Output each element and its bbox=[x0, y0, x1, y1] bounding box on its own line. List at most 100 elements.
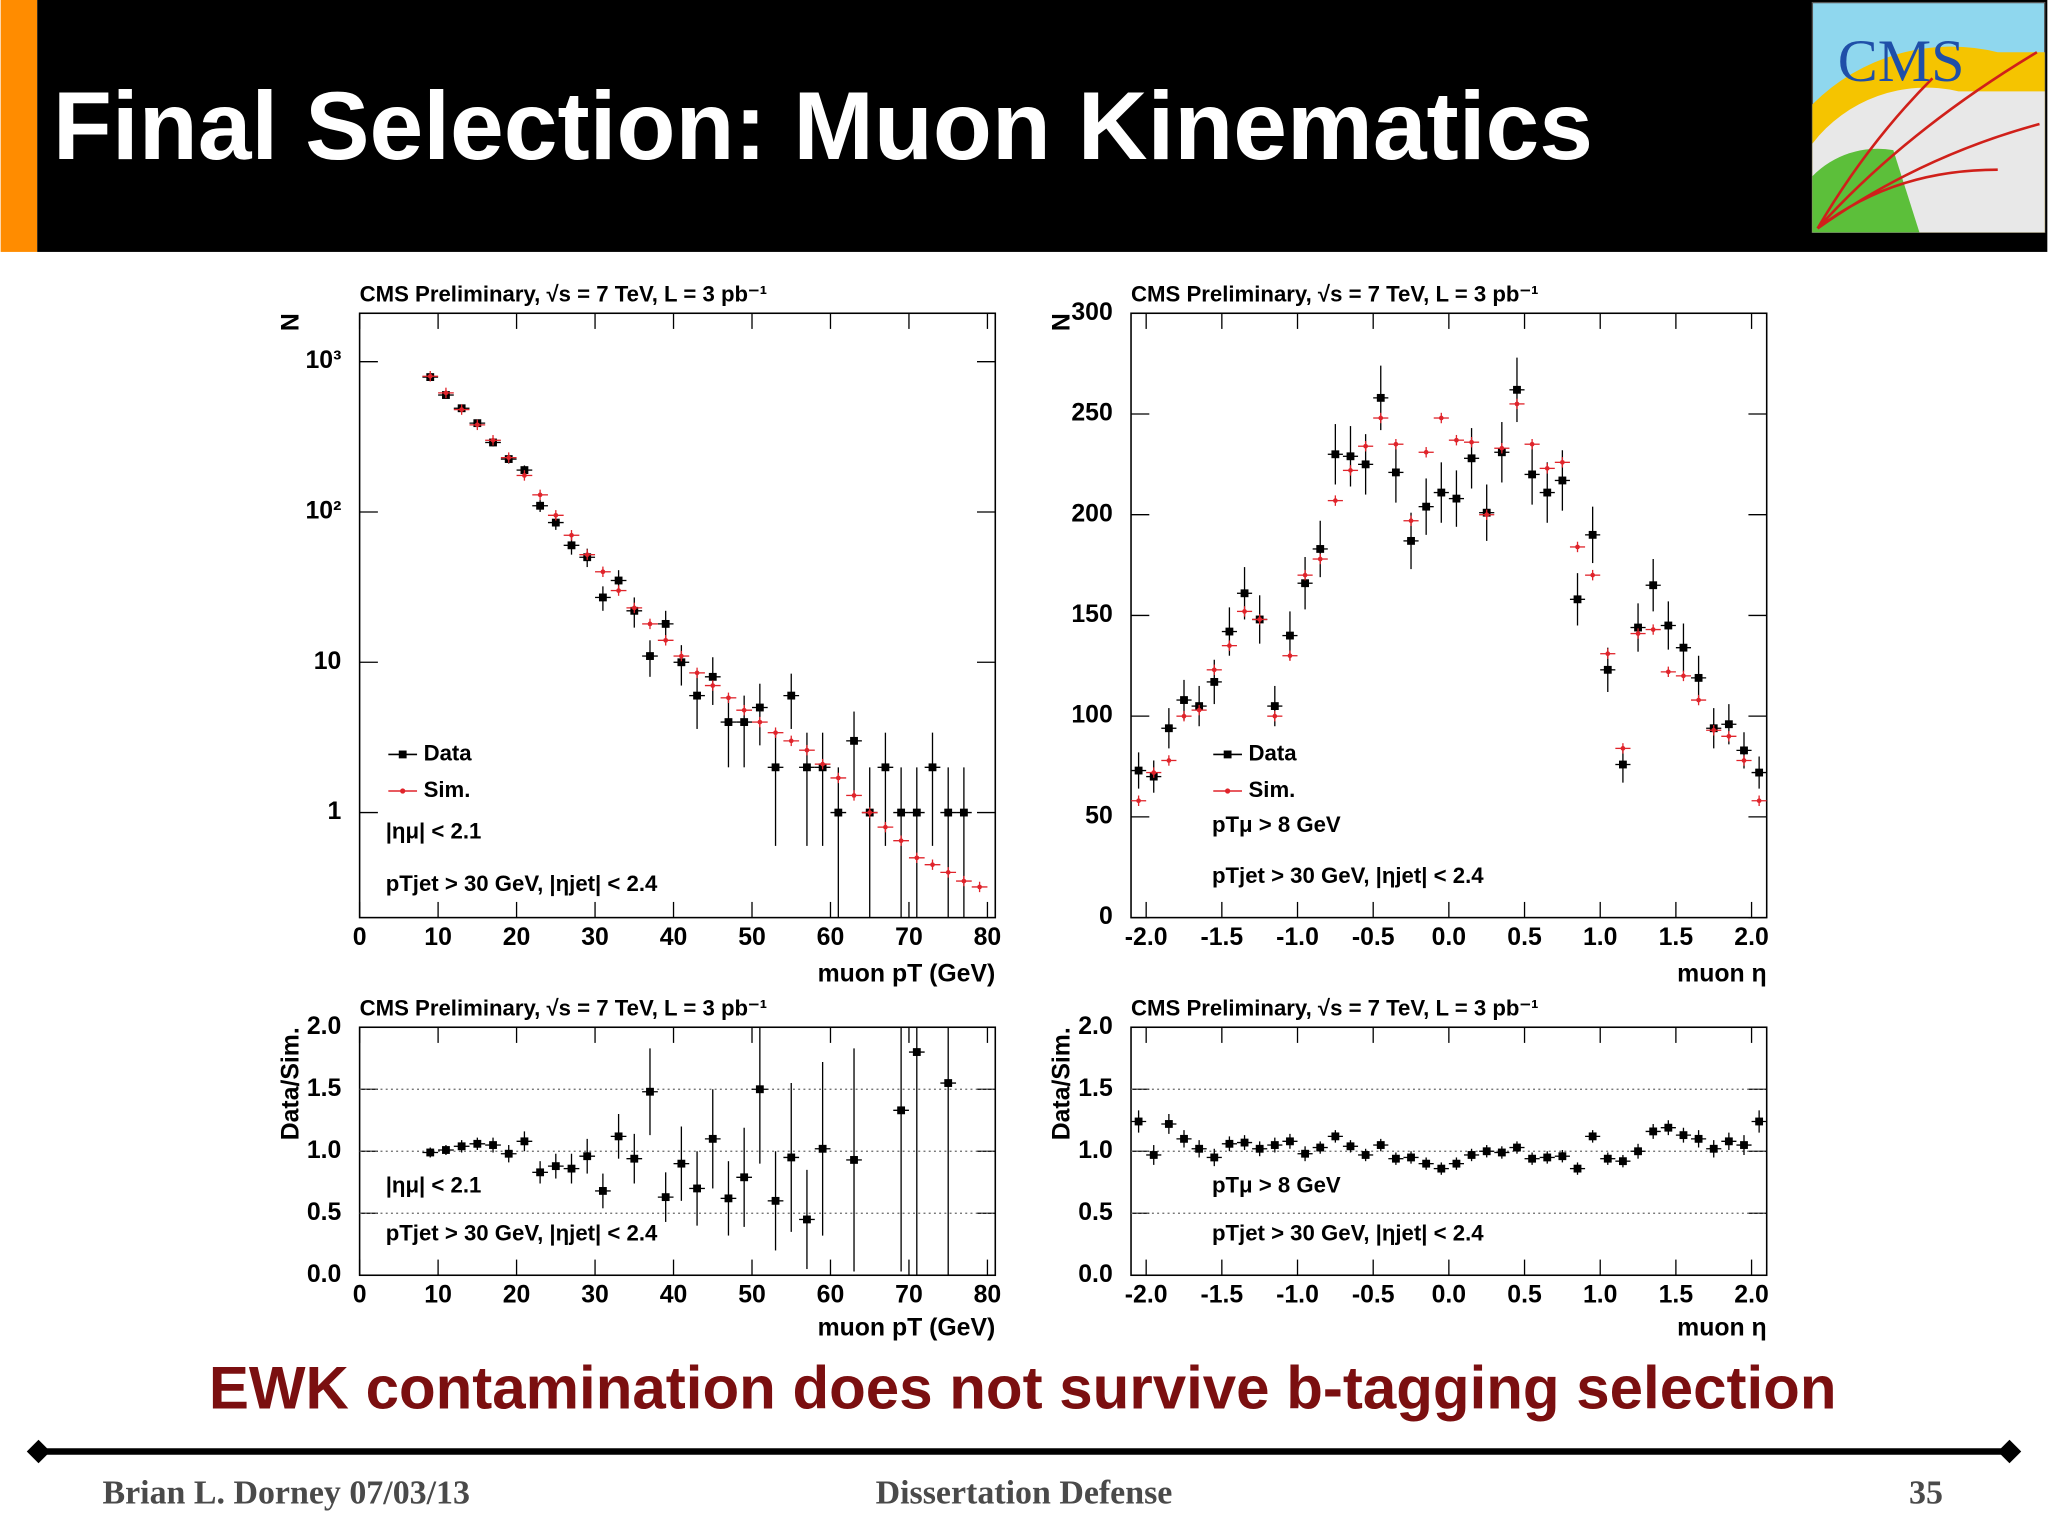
data-point bbox=[1316, 1143, 1325, 1152]
data-point bbox=[1301, 1149, 1309, 1158]
data-point bbox=[771, 763, 780, 772]
data-point bbox=[536, 501, 545, 510]
data-point bbox=[1361, 1151, 1370, 1159]
x-tick-label: 70 bbox=[895, 924, 923, 951]
sim-point bbox=[1151, 770, 1157, 775]
sim-point bbox=[1393, 441, 1399, 447]
data-point bbox=[1255, 1144, 1264, 1153]
sim-point bbox=[1665, 669, 1671, 675]
data-point bbox=[1664, 621, 1673, 630]
data-point bbox=[677, 1159, 686, 1168]
data-point bbox=[583, 1152, 592, 1161]
y-axis-label: N bbox=[1049, 313, 1076, 331]
data-point bbox=[1210, 1153, 1219, 1162]
sim-point bbox=[1544, 466, 1550, 471]
data-point bbox=[1180, 696, 1188, 704]
footer-author: Brian L. Dorney 07/03/13 bbox=[102, 1475, 470, 1512]
x-tick-label: 60 bbox=[817, 1282, 845, 1309]
data-point bbox=[1513, 385, 1521, 394]
data-point bbox=[850, 1156, 858, 1164]
data-point bbox=[442, 1146, 450, 1154]
data-point bbox=[787, 1153, 796, 1162]
data-point bbox=[1346, 452, 1355, 461]
data-point bbox=[1664, 1123, 1673, 1132]
x-tick-label: -1.0 bbox=[1276, 1282, 1319, 1309]
legend-marker bbox=[1223, 750, 1232, 759]
y-tick-label: 250 bbox=[1071, 400, 1112, 427]
chart-title: CMS Preliminary, √s = 7 TeV, L = 3 pb⁻¹ bbox=[1131, 996, 1539, 1021]
header-bar bbox=[37, 0, 2048, 252]
x-tick-label: 1.0 bbox=[1583, 924, 1617, 951]
data-point bbox=[1740, 1141, 1748, 1149]
sim-point bbox=[1635, 631, 1641, 636]
plot-area bbox=[1131, 1110, 1767, 1175]
data-point bbox=[1588, 530, 1597, 539]
sim-point bbox=[930, 862, 935, 868]
sim-point bbox=[1227, 643, 1232, 649]
y-axis-label: Data/Sim. bbox=[1049, 1027, 1076, 1140]
sim-point bbox=[569, 532, 574, 538]
sim-point bbox=[1484, 512, 1490, 518]
x-tick-label: 1.5 bbox=[1659, 924, 1694, 951]
chart-title: CMS Preliminary, √s = 7 TeV, L = 3 pb⁻¹ bbox=[360, 282, 768, 307]
data-point bbox=[1210, 677, 1219, 686]
x-tick-label: -2.0 bbox=[1125, 1282, 1168, 1309]
data-point bbox=[897, 1106, 906, 1115]
sim-point bbox=[459, 407, 464, 412]
sim-point bbox=[1363, 443, 1368, 449]
logo-tracks bbox=[1816, 51, 2040, 230]
data-point bbox=[567, 1164, 576, 1173]
x-tick-label: 1.0 bbox=[1583, 1282, 1617, 1309]
sim-point bbox=[490, 437, 496, 443]
data-point bbox=[1331, 1132, 1340, 1141]
data-point bbox=[1180, 1134, 1188, 1143]
x-tick-label: 80 bbox=[974, 924, 1002, 951]
data-point bbox=[803, 763, 811, 772]
data-point bbox=[897, 808, 906, 817]
data-point bbox=[1497, 1148, 1506, 1157]
sim-point bbox=[522, 473, 527, 478]
message: EWK contamination does not survive b-tag… bbox=[209, 1354, 1837, 1421]
data-point bbox=[1528, 1154, 1537, 1163]
sim-point bbox=[1317, 556, 1323, 562]
sim-point bbox=[867, 810, 873, 815]
x-tick-label: 0 bbox=[353, 1282, 367, 1309]
data-point bbox=[708, 672, 717, 681]
data-point bbox=[1558, 476, 1567, 485]
x-tick-label: 0.0 bbox=[1432, 924, 1466, 951]
legend-marker bbox=[400, 788, 406, 794]
x-axis-label: muon η bbox=[1677, 1314, 1767, 1341]
x-tick-label: 10 bbox=[424, 924, 452, 951]
chart-title: CMS Preliminary, √s = 7 TeV, L = 3 pb⁻¹ bbox=[1131, 282, 1539, 307]
sim-point bbox=[584, 552, 590, 558]
sim-point bbox=[616, 588, 621, 593]
sim-point bbox=[553, 512, 559, 518]
y-axis-label: N bbox=[277, 313, 304, 331]
data-point bbox=[1543, 1153, 1552, 1162]
sim-point bbox=[1166, 758, 1172, 763]
x-tick-label: 0.0 bbox=[1432, 1282, 1466, 1309]
sim-point bbox=[1196, 707, 1202, 713]
y-tick-label: 0.0 bbox=[1078, 1261, 1112, 1288]
y-tick-label: 150 bbox=[1071, 601, 1112, 628]
x-tick-label: -2.0 bbox=[1125, 924, 1168, 951]
sim-point bbox=[1181, 713, 1187, 719]
data-point bbox=[598, 593, 607, 602]
data-point bbox=[551, 518, 560, 527]
sim-point bbox=[741, 707, 747, 713]
sim-point bbox=[1136, 798, 1141, 804]
data-point bbox=[1134, 1117, 1143, 1126]
data-point bbox=[1558, 1152, 1567, 1161]
data-point bbox=[1724, 720, 1733, 729]
data-point bbox=[1376, 393, 1385, 402]
data-point bbox=[1482, 1147, 1491, 1156]
x-tick-label: 1.5 bbox=[1659, 1282, 1694, 1309]
data-point bbox=[1164, 724, 1173, 733]
sim-point bbox=[757, 719, 763, 725]
data-point bbox=[1286, 631, 1294, 640]
data-point bbox=[755, 1085, 764, 1094]
y-tick-label: 1.0 bbox=[307, 1137, 341, 1164]
sim-point bbox=[679, 653, 684, 659]
sim-point bbox=[788, 738, 794, 744]
